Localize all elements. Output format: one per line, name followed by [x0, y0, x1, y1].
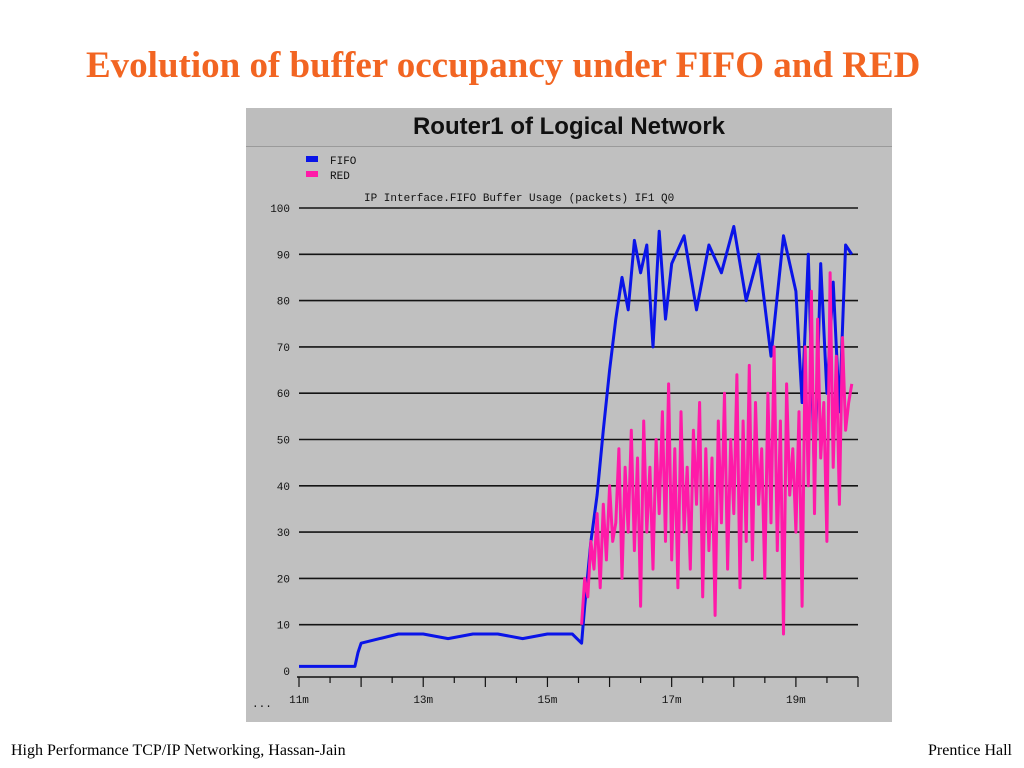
series-line-fifo — [299, 225, 854, 668]
legend-swatch-fifo — [306, 156, 318, 162]
y-tick-label: 0 — [283, 667, 290, 679]
footer-right: Prentice Hall — [928, 742, 1012, 759]
y-tick-label: 10 — [277, 621, 290, 633]
footer-left: High Performance TCP/IP Networking, Hass… — [11, 742, 346, 759]
y-tick-label: 80 — [277, 297, 290, 309]
chart-title: Router1 of Logical Network — [413, 113, 726, 140]
x-tick-label: 19m — [786, 695, 806, 707]
x-tick-label: 17m — [662, 695, 682, 707]
x-tick-label: 15m — [538, 695, 558, 707]
y-tick-label: 50 — [277, 436, 290, 448]
legend-label-red: RED — [330, 171, 350, 183]
x-tick-label: 11m — [289, 695, 309, 707]
chart-subtitle: IP Interface.FIFO Buffer Usage (packets)… — [364, 193, 674, 205]
chart-title-bar — [246, 108, 892, 146]
slide-title: Evolution of buffer occupancy under FIFO… — [86, 45, 921, 86]
y-tick-label: 20 — [277, 574, 290, 586]
x-tick-label: 13m — [413, 695, 433, 707]
legend-label-fifo: FIFO — [330, 156, 357, 168]
chart-panel: Router1 of Logical Network FIFO RED IP I… — [246, 108, 892, 722]
series-line-red — [580, 271, 854, 636]
series-layer — [299, 225, 854, 668]
y-tick-label: 100 — [270, 204, 290, 216]
y-tick-label: 70 — [277, 343, 290, 355]
y-tick-label: 60 — [277, 389, 290, 401]
y-tick-label: 30 — [277, 528, 290, 540]
legend: FIFO RED — [306, 156, 357, 183]
x-axis: 11m 13m 15m 17m 19m — [289, 676, 859, 707]
y-axis: 0 10 20 30 40 50 60 70 80 90 100 — [270, 204, 290, 679]
y-tick-label: 90 — [277, 250, 290, 262]
y-tick-label: 40 — [277, 482, 290, 494]
chart: Router1 of Logical Network FIFO RED IP I… — [246, 108, 892, 722]
legend-swatch-red — [306, 171, 318, 177]
axis-ellipsis: ... — [252, 699, 272, 711]
